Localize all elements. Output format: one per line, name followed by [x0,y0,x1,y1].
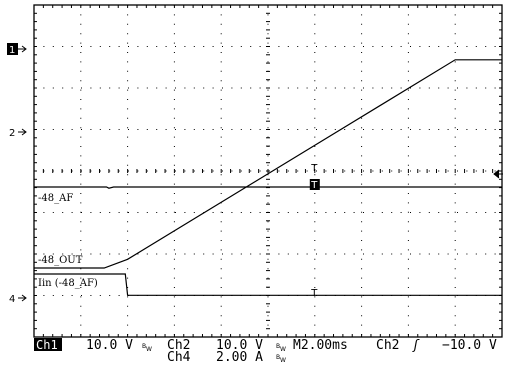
channel-markers: 1 2 4 [7,43,503,305]
series-label-iin: Iin (-48_AF) [38,278,98,289]
cursor-marker-label: T [310,288,318,299]
ch2-arrow-icon [18,128,27,136]
trigger-level-arrow-icon [493,169,503,179]
bandwidth-limit-icon-sub: W [280,357,286,364]
cursor-marker-label: T [310,163,318,174]
waveform-traces [34,59,502,296]
ch2-label: Ch2 [167,338,190,353]
status-bar: Ch1 10.0 V B W Ch2 10.0 V B W M2.00ms Ch… [34,338,497,365]
ch4-arrow-icon [18,294,27,302]
bandwidth-limit-icon: B [276,354,280,361]
ch4-ground-marker-label: 4 [9,294,15,305]
cursor-marker-box [309,179,320,190]
bandwidth-limit-icon-sub: W [146,346,152,353]
graticule-grid [33,4,502,337]
timebase: M2.00ms [293,338,348,353]
cursor-marker-label: T [310,180,318,191]
ch1-ground-marker [7,43,18,55]
trigger-slope-icon: ʃ [412,338,420,353]
trigger-source: Ch2 [376,338,399,353]
ch1-ground-marker-label: 1 [9,45,15,56]
bandwidth-limit-icon-sub: W [280,346,286,353]
ch1-label: Ch1 [36,338,58,352]
ch1-arrow-icon [18,45,27,53]
ch1-badge [34,338,62,351]
ch2-ground-marker-label: 2 [9,128,15,139]
trace-48-af [34,186,502,189]
ch4-label: Ch4 [167,350,191,365]
ch2-scale: 10.0 V [216,338,263,353]
cursor-markers: TTT [309,163,320,299]
trace-iin [34,273,502,296]
ch1-scale: 10.0 V [86,338,133,353]
ch4-scale: 2.00 A [216,350,263,365]
series-label-48-af: -48_AF [38,193,73,204]
series-label-48-out: -48_OUT [38,255,83,266]
bandwidth-limit-icon: B [276,343,280,350]
trigger-level: −10.0 V [442,338,497,353]
bandwidth-limit-icon: B [142,343,146,350]
trace-48-out [34,59,502,269]
